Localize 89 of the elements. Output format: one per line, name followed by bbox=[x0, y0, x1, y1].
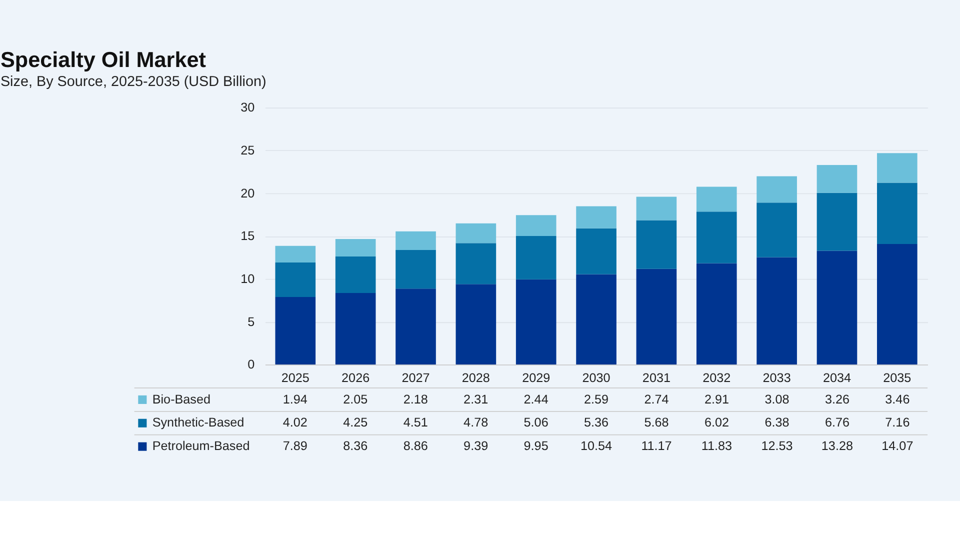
bar bbox=[816, 165, 858, 193]
bar bbox=[816, 192, 858, 251]
data-label: 3.46 bbox=[885, 392, 910, 406]
bar bbox=[696, 263, 737, 365]
data-label: 10.54 bbox=[580, 439, 612, 454]
x-tick-label: 2028 bbox=[462, 371, 490, 386]
chart-title: Specialty Oil Market bbox=[0, 47, 206, 72]
bar bbox=[877, 182, 918, 244]
bar bbox=[756, 176, 797, 203]
bar bbox=[396, 288, 436, 365]
data-label: 9.95 bbox=[524, 439, 548, 454]
bar bbox=[335, 238, 376, 257]
bar bbox=[275, 262, 316, 297]
data-label: 5.06 bbox=[524, 416, 548, 430]
legend-label: Petroleum-Based bbox=[152, 439, 250, 454]
data-label: 12.53 bbox=[761, 439, 793, 454]
data-label: 7.89 bbox=[282, 439, 308, 454]
text: Size, By Source, 2025-2035 (USD Billion) bbox=[0, 74, 266, 90]
x-tick-label: 2026 bbox=[342, 371, 370, 386]
x-tick-label: 2031 bbox=[642, 371, 670, 386]
bar bbox=[275, 296, 316, 365]
x-tick-label: 2027 bbox=[402, 371, 430, 386]
data-label: 2.91 bbox=[704, 392, 730, 406]
data-label: 4.51 bbox=[403, 416, 428, 430]
y-tick-label: 25 bbox=[240, 144, 255, 158]
bar bbox=[636, 220, 677, 269]
x-tick-label: 2033 bbox=[762, 371, 791, 386]
bar bbox=[396, 231, 436, 250]
bar bbox=[275, 246, 316, 263]
data-label: 7.16 bbox=[885, 416, 910, 430]
bar bbox=[516, 215, 556, 236]
bar bbox=[576, 206, 616, 228]
bar bbox=[396, 250, 436, 289]
data-label: 8.36 bbox=[343, 439, 368, 454]
x-tick-label: 2029 bbox=[522, 371, 550, 386]
bar bbox=[516, 279, 556, 365]
bar bbox=[456, 284, 496, 365]
data-label: 3.08 bbox=[764, 392, 790, 406]
data-label: 5.36 bbox=[584, 416, 609, 430]
data-label: 9.39 bbox=[464, 439, 488, 454]
x-tick-label: 2025 bbox=[281, 371, 310, 386]
data-label: 4.25 bbox=[343, 416, 368, 430]
legend-label: Bio-Based bbox=[152, 392, 211, 406]
data-label: 2.59 bbox=[584, 392, 609, 406]
legend-label: Synthetic-Based bbox=[152, 416, 244, 430]
y-tick-label: 30 bbox=[240, 100, 255, 115]
data-label: 2.05 bbox=[343, 392, 368, 406]
data-label: 4.78 bbox=[464, 416, 488, 430]
bar bbox=[696, 186, 737, 212]
bar bbox=[877, 153, 918, 183]
bar bbox=[877, 244, 918, 365]
bar bbox=[335, 292, 376, 365]
x-tick-label: 2034 bbox=[822, 371, 852, 386]
bar bbox=[516, 236, 556, 280]
data-label: 13.28 bbox=[821, 439, 853, 454]
bar bbox=[576, 228, 616, 274]
data-label: 6.76 bbox=[824, 416, 850, 430]
data-label: 5.68 bbox=[644, 416, 669, 430]
data-label: 8.86 bbox=[403, 439, 428, 454]
bar bbox=[456, 223, 496, 244]
data-label: 11.17 bbox=[641, 439, 672, 454]
y-tick-label: 10 bbox=[240, 272, 255, 286]
data-label: 6.38 bbox=[764, 416, 790, 430]
y-tick-label: 0 bbox=[248, 358, 255, 372]
y-tick-label: 5 bbox=[248, 314, 255, 329]
y-tick-label: 20 bbox=[240, 186, 255, 200]
y-tick-label: 15 bbox=[240, 229, 255, 244]
data-label: 2.74 bbox=[644, 392, 669, 406]
bar bbox=[816, 250, 858, 365]
x-tick-label: 2035 bbox=[883, 371, 912, 386]
data-label: 14.07 bbox=[882, 439, 914, 454]
data-label: 11.83 bbox=[701, 439, 732, 454]
data-label: 1.94 bbox=[282, 392, 308, 406]
bar bbox=[636, 196, 677, 220]
data-label: 2.18 bbox=[403, 392, 428, 406]
bar bbox=[335, 256, 376, 293]
data-label: 4.02 bbox=[282, 416, 308, 430]
bar bbox=[636, 268, 677, 365]
data-label: 6.02 bbox=[704, 416, 730, 430]
x-tick-label: 2032 bbox=[702, 371, 731, 386]
bar bbox=[456, 243, 496, 284]
bar bbox=[696, 212, 737, 264]
bar bbox=[756, 257, 797, 365]
data-label: 2.31 bbox=[464, 392, 488, 406]
bar bbox=[756, 202, 797, 258]
bar bbox=[576, 274, 616, 365]
data-label: 2.44 bbox=[524, 392, 548, 406]
data-label: 3.26 bbox=[824, 392, 850, 406]
x-tick-label: 2030 bbox=[582, 371, 610, 386]
